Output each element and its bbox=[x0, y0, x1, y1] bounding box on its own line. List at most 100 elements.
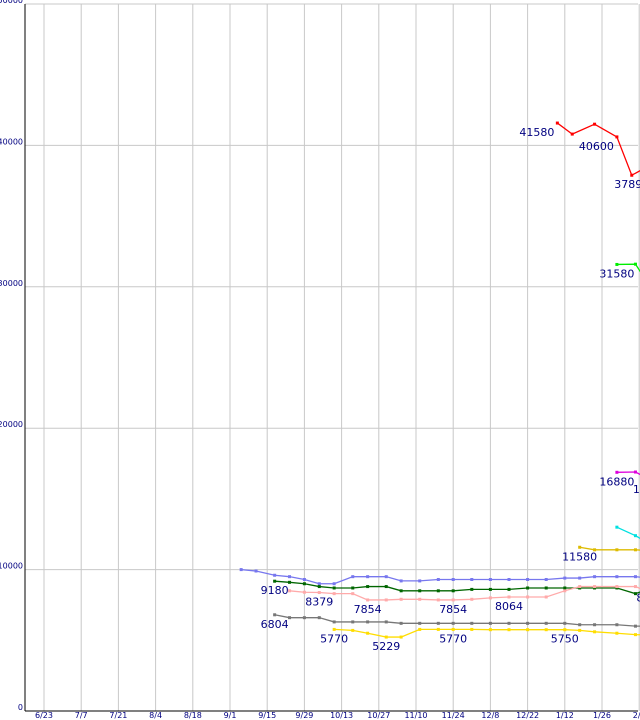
data-point bbox=[526, 586, 530, 590]
data-point bbox=[563, 586, 567, 590]
data-point bbox=[615, 585, 619, 589]
data-point bbox=[544, 577, 548, 581]
x-axis-tick-labels: 6/23 7/7 7/21 8/4 8/18 9/1 9/15 9/29 10/13 10/27 1… bbox=[35, 711, 640, 720]
data-point bbox=[273, 613, 277, 617]
data-label: 37890 bbox=[614, 178, 640, 191]
series-line bbox=[274, 614, 640, 627]
x-tick-label: 6/23 bbox=[35, 711, 53, 720]
x-tick-label: 7/7 bbox=[75, 711, 88, 720]
x-tick-label: 9/15 bbox=[258, 711, 276, 720]
data-point bbox=[470, 627, 474, 631]
data-label: 5750 bbox=[551, 633, 579, 646]
x-tick-label: 8/18 bbox=[184, 711, 202, 720]
data-point bbox=[302, 590, 306, 594]
data-point bbox=[332, 586, 336, 590]
data-point bbox=[633, 548, 637, 552]
x-tick-label: 8/4 bbox=[149, 711, 162, 720]
data-point bbox=[470, 597, 474, 601]
data-point bbox=[399, 597, 403, 601]
data-point bbox=[615, 631, 619, 635]
data-point bbox=[288, 616, 292, 620]
data-point bbox=[273, 579, 277, 583]
data-point bbox=[526, 595, 530, 599]
data-point bbox=[488, 621, 492, 625]
chart-axes bbox=[24, 4, 638, 712]
data-point bbox=[593, 575, 597, 579]
data-point bbox=[615, 575, 619, 579]
data-point bbox=[615, 548, 619, 552]
data-label: 16880 bbox=[599, 475, 634, 488]
data-point bbox=[351, 620, 355, 624]
data-point bbox=[436, 627, 440, 631]
data-label: 5770 bbox=[320, 632, 348, 645]
data-point bbox=[384, 598, 388, 602]
data-point bbox=[507, 577, 511, 581]
data-point bbox=[399, 579, 403, 583]
data-label: 9180 bbox=[261, 584, 289, 597]
data-point bbox=[436, 621, 440, 625]
data-point bbox=[578, 576, 582, 580]
x-tick-label: 12/22 bbox=[516, 711, 539, 720]
data-point bbox=[418, 621, 422, 625]
data-label: 7854 bbox=[439, 603, 467, 616]
data-point bbox=[470, 577, 474, 581]
data-point bbox=[302, 577, 306, 581]
data-point bbox=[593, 630, 597, 634]
data-point bbox=[633, 262, 637, 266]
data-point bbox=[384, 620, 388, 624]
data-point bbox=[563, 628, 567, 632]
series-line bbox=[241, 568, 640, 585]
data-point bbox=[302, 616, 306, 620]
data-point bbox=[418, 579, 422, 583]
data-point bbox=[544, 621, 548, 625]
x-tick-label: 11/24 bbox=[442, 711, 465, 720]
data-point bbox=[563, 589, 567, 593]
series-line bbox=[616, 471, 640, 476]
data-point bbox=[488, 587, 492, 591]
data-point bbox=[332, 592, 336, 596]
series-line bbox=[616, 263, 640, 273]
data-point bbox=[418, 627, 422, 631]
data-point bbox=[399, 635, 403, 639]
x-tick-label: 7/21 bbox=[109, 711, 127, 720]
data-point bbox=[633, 470, 637, 474]
data-label: 41580 bbox=[519, 126, 554, 139]
series-line bbox=[274, 580, 640, 595]
data-point bbox=[436, 598, 440, 602]
series-line bbox=[334, 628, 640, 638]
data-point bbox=[288, 589, 292, 593]
data-point bbox=[418, 589, 422, 593]
data-point bbox=[332, 582, 336, 586]
data-point bbox=[633, 633, 637, 637]
data-point bbox=[555, 121, 559, 125]
data-point bbox=[593, 623, 597, 627]
data-point bbox=[436, 577, 440, 581]
data-point bbox=[488, 596, 492, 600]
y-tick-label: 30000 bbox=[0, 279, 23, 288]
data-point bbox=[351, 628, 355, 632]
data-point bbox=[578, 545, 582, 549]
data-point bbox=[507, 587, 511, 591]
x-tick-label: 2/2 bbox=[633, 711, 640, 720]
data-point bbox=[544, 595, 548, 599]
data-point bbox=[570, 132, 574, 136]
data-point bbox=[593, 548, 597, 552]
data-point bbox=[384, 585, 388, 589]
data-point bbox=[563, 621, 567, 625]
data-point bbox=[488, 577, 492, 581]
data-label: 8680 bbox=[636, 591, 640, 604]
data-label: 5229 bbox=[372, 640, 400, 653]
data-point bbox=[451, 621, 455, 625]
data-point bbox=[384, 575, 388, 579]
data-point bbox=[507, 595, 511, 599]
x-tick-label: 1/12 bbox=[556, 711, 574, 720]
data-point bbox=[273, 573, 277, 577]
chart-series bbox=[239, 121, 640, 639]
data-point bbox=[630, 173, 634, 177]
data-point bbox=[593, 122, 597, 126]
data-point bbox=[615, 623, 619, 627]
data-point bbox=[366, 598, 370, 602]
data-point bbox=[451, 598, 455, 602]
data-label: 11580 bbox=[562, 550, 597, 563]
data-point bbox=[615, 135, 619, 139]
